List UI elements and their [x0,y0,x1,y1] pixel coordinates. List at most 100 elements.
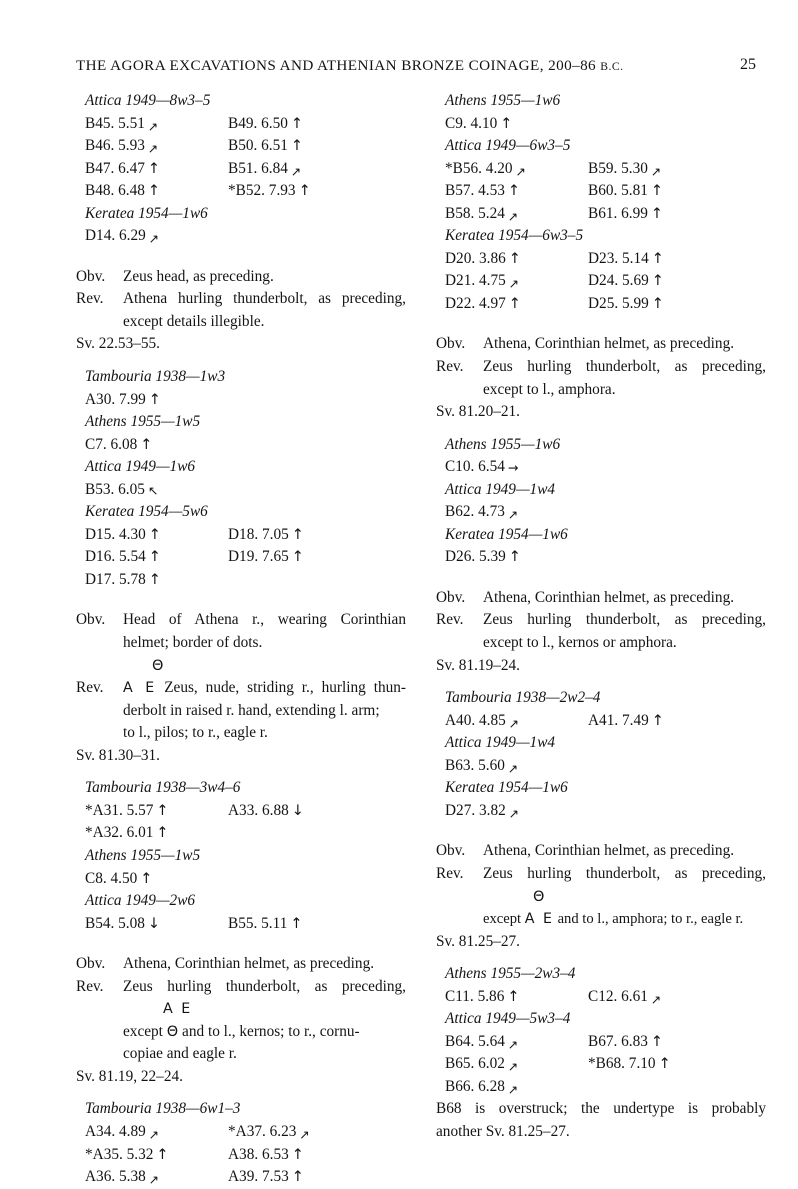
arrow-northeast-icon: ↗ [507,760,519,776]
monogram-ae-row: A E [76,998,406,1021]
description-tag: Rev. [76,290,104,308]
arrow-up-icon: ↑ [291,1146,304,1163]
catalog-row: A40. 4.85 ↗ A41. 7.49 ↑ [436,710,766,733]
svoronos-reference: Sv. 81.20–21. [436,403,520,421]
running-head-title: THE AGORA EXCAVATIONS AND ATHENIAN BRONZ… [76,57,601,74]
catalog-block: Keratea 1954—6w3–5 D20. 3.86 ↑ D23. 5.14 ↑ D2… [436,225,766,315]
catalog-entry: D26. 5.39 ↑ [445,548,521,566]
arrow-up-icon: ↑ [290,115,304,132]
arrow-up-icon: ↑ [291,526,304,543]
block-spacer [76,248,406,266]
coin-description: Obv. Zeus head, as preceding. Rev. Athena h… [76,248,406,366]
arrow-northeast-icon: ↗ [650,163,662,179]
catalog-entry: *A32. 6.01 ↑ [85,824,169,842]
hoard-heading: Attica 1949—1w4 [445,734,556,752]
catalog-row: D17. 5.78 ↑ [76,569,406,592]
catalog-row: D14. 6.29 ↗ [76,225,406,248]
svoronos-reference: Sv. 81.19, 22–24. [76,1067,183,1085]
block-spacer [436,953,766,963]
catalog-block: Athens 1955—1w5 C7. 6.08 ↑ [76,411,406,456]
catalog-block: Athens 1955—1w5 C8. 4.50 ↑ [76,845,406,890]
description-line: Obv. Zeus head, as preceding. [76,266,406,289]
catalog-entry: C7. 6.08 ↑ [85,435,153,453]
hoard-heading: Attica 1949—2w6 [85,892,196,910]
catalog-row: D21. 4.75 ↗ D24. 5.69 ↑ [436,270,766,293]
block-spacer [436,677,766,687]
arrow-up-icon: ↑ [291,549,304,566]
catalog-entry: B49. 6.50 ↑ [228,114,304,132]
catalog-entry: B67. 6.83 ↑ [588,1032,664,1050]
description-tag: Rev. [436,864,464,882]
catalog-row: D20. 3.86 ↑ D23. 5.14 ↑ [436,248,766,271]
catalog-row: B46. 5.93 ↗ B50. 6.51 ↑ [76,135,406,158]
description-line: Obv. Athena, Corinthian helmet, as preced… [76,953,406,976]
catalog-block: Athens 1955—1w6 C10. 6.54 → [436,434,766,479]
catalog-entry: D23. 5.14 ↑ [588,249,664,267]
hoard-heading: Tambouria 1938—3w4–6 [85,779,241,797]
catalog-entry: D27. 3.82 ↗ [445,801,520,821]
catalog-block: Attica 1949—1w6 B53. 6.05 ↖ [76,456,406,501]
coin-description: Obv. Athena, Corinthian helmet, as preced… [436,569,766,687]
block-spacer [76,767,406,777]
catalog-row: B62. 4.73 ↗ [436,501,766,524]
catalog-entry: B57. 4.53 ↑ [445,182,521,200]
arrow-up-icon: ↑ [650,205,664,222]
arrow-northeast-icon: ↗ [650,991,662,1007]
description-line: Rev. Zeus hurling thunderbolt, as precedi… [76,976,406,999]
hoard-heading: Attica 1949—5w3–4 [445,1010,571,1028]
monogram-ae-glyph: A E [524,911,554,928]
block-spacer [76,591,406,609]
catalog-entry: B53. 6.05 ↖ [85,480,159,498]
catalog-entry: B60. 5.81 ↑ [588,182,664,200]
catalog-block: Attica 1949—5w3–4 B64. 5.64 ↗ B67. 6.83 ↑ B65… [436,1008,766,1098]
svoronos-reference: Sv. 81.25–27. [436,932,520,950]
catalog-block: Keratea 1954—1w6 D26. 5.39 ↑ [436,524,766,569]
arrow-up-icon: ↑ [507,183,521,200]
catalog-row: B48. 6.48 ↑ *B52. 7.93 ↑ [76,180,406,203]
block-spacer [436,315,766,333]
block-spacer [76,1088,406,1098]
description-tag: Rev. [436,358,464,376]
description-line: Obv. Athena, Corinthian helmet, as preced… [436,587,766,610]
coin-description: Obv. Athena, Corinthian helmet, as preced… [436,315,766,433]
coin-description: Obv. Head of Athena r., wearing Corinthia… [76,591,406,777]
catalog-entry: D24. 5.69 ↑ [588,272,664,290]
monogram-ae-glyph: A E [123,680,157,697]
description-continuation: to l., pilos; to r., eagle r. [123,724,268,742]
arrow-up-icon: ↑ [650,1033,664,1050]
arrow-northeast-icon: ↗ [148,1172,160,1188]
catalog-entry: A34. 4.89 ↗ [85,1122,160,1142]
page-canvas: THE AGORA EXCAVATIONS AND ATHENIAN BRONZ… [76,56,766,1186]
arrow-northeast-icon: ↗ [507,507,519,523]
description-continuation: except details illegible. [123,312,265,330]
catalog-entry: D17. 5.78 ↑ [85,570,161,588]
svoronos-reference: Sv. 81.19–24. [436,656,520,674]
catalog-entry: D16. 5.54 ↑ [85,548,161,566]
arrow-northeast-icon: ↗ [299,1126,310,1142]
hoard-heading: Attica 1949—1w6 [85,458,196,476]
catalog-row: B63. 5.60 ↗ [436,755,766,778]
description-tag: Obv. [76,611,106,629]
catalog-block: Keratea 1954—1w6 D27. 3.82 ↗ [436,777,766,822]
description-tag: Obv. [436,842,466,860]
monogram-ae-glyph: A E [163,1001,193,1018]
description-continuation: except to l., kernos or amphora. [483,634,677,652]
hoard-heading: Tambouria 1938—6w1–3 [85,1100,241,1118]
theta-glyph-icon: Θ [166,1023,179,1040]
arrow-up-icon: ↑ [290,915,303,932]
arrow-up-icon: ↑ [140,870,153,887]
arrow-northeast-icon: ↗ [508,805,520,821]
catalog-row: B65. 6.02 ↗ *B68. 7.10 ↑ [436,1053,766,1076]
arrow-up-icon: ↑ [298,183,311,200]
description-continuation: derbolt in raised r. hand, extending l. … [123,701,380,719]
catalog-entry: B59. 5.30 ↗ [588,159,662,179]
arrow-northeast-icon: ↗ [147,118,159,134]
arrow-up-icon: ↑ [651,295,664,312]
catalog-row: C11. 5.86 ↑ C12. 6.61 ↗ [436,986,766,1009]
arrow-northeast-icon: ↗ [148,1126,160,1142]
arrow-up-icon: ↑ [651,250,664,267]
catalog-entry: B47. 6.47 ↑ [85,159,161,177]
description-line: Obv. Athena, Corinthian helmet, as preced… [436,333,766,356]
arrow-northeast-icon: ↗ [507,1036,519,1052]
catalog-entry: B45. 5.51 ↗ [85,114,159,134]
